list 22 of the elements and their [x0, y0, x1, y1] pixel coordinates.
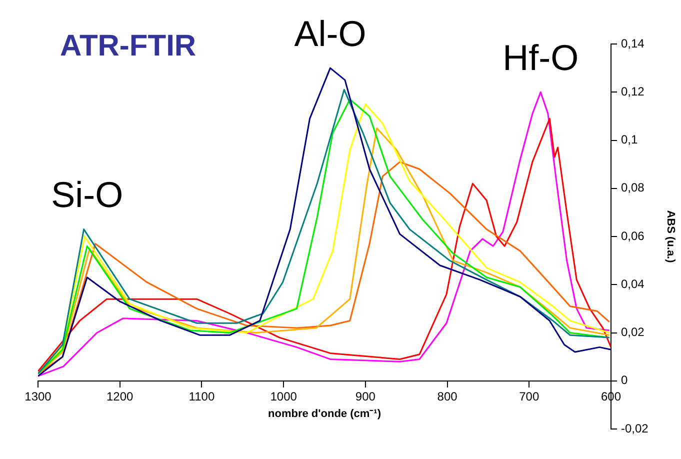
y-tick-label: 0: [621, 373, 628, 388]
y-axis-title: ABS (u.a.): [664, 210, 676, 264]
y-tick-label: 0,1: [621, 132, 638, 147]
annotation: Si-O: [51, 174, 124, 216]
y-tick-label: 0,04: [621, 276, 645, 291]
y-tick-label: 0,02: [621, 325, 645, 340]
y-tick-label: 0,14: [621, 36, 645, 50]
x-tick-label: 1200: [106, 389, 134, 404]
annotation: Al-O: [294, 12, 366, 54]
annotation: Hf-O: [502, 37, 579, 78]
y-tick-label: -0,02: [621, 421, 649, 436]
x-tick-label: 1100: [188, 389, 215, 404]
y-tick-label: 0,06: [621, 228, 645, 243]
x-tick-label: 700: [519, 389, 540, 404]
y-tick-label: 0,08: [621, 180, 645, 195]
x-axis-title: nombre d'onde (cm⁻¹): [268, 408, 382, 420]
y-tick-label: 0,12: [621, 84, 645, 98]
x-tick-label: 1000: [270, 389, 298, 404]
x-tick-label: 800: [437, 389, 458, 404]
chart-title: ATR-FTIR: [60, 29, 196, 62]
x-tick-label: 1300: [24, 389, 52, 404]
x-tick-label: 900: [355, 389, 376, 404]
